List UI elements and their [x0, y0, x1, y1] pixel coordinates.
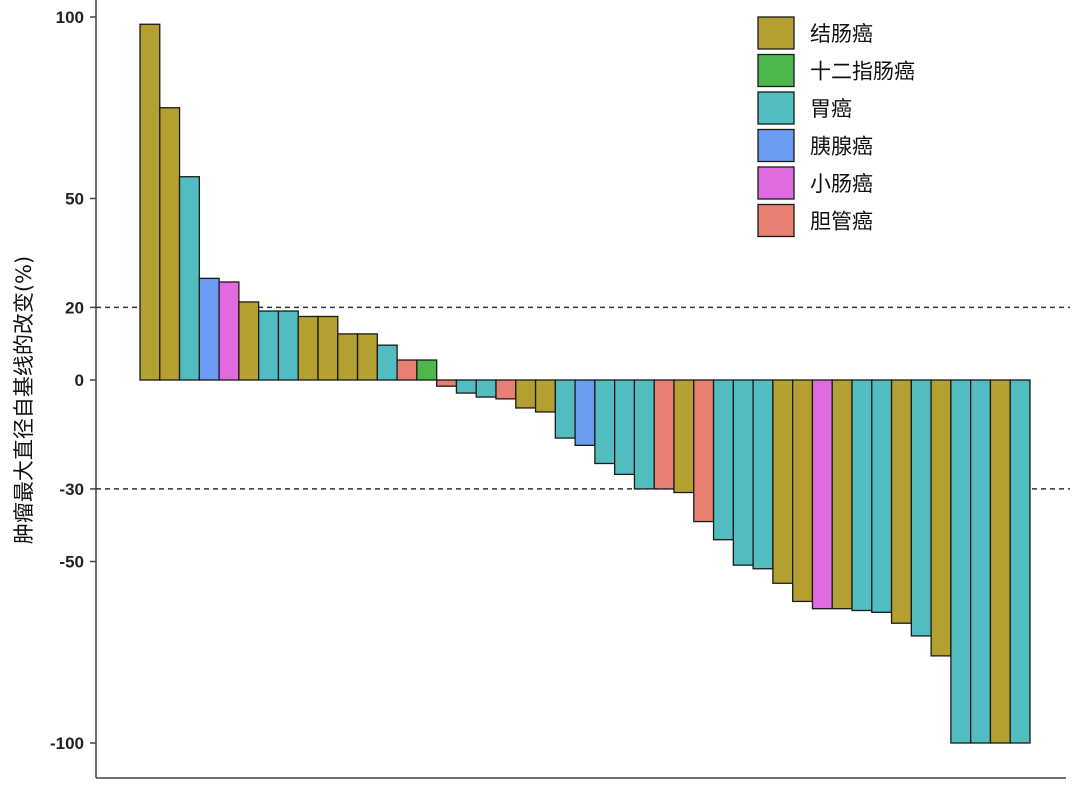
- bar: [198, 277, 220, 381]
- bar: [673, 379, 695, 494]
- bar: [989, 379, 1011, 744]
- bar: [258, 310, 280, 381]
- legend-swatch: [757, 203, 795, 238]
- y-tick-label: 100: [56, 8, 84, 27]
- bar: [139, 23, 161, 381]
- bar: [792, 379, 814, 603]
- y-tick-label: -100: [50, 734, 84, 753]
- axes: [95, 0, 1066, 779]
- bar: [534, 379, 556, 413]
- bar: [178, 176, 200, 381]
- y-tick-label: -30: [59, 480, 84, 499]
- y-ticks: 100 50 20 0 -30 -50 -100: [50, 8, 96, 753]
- y-tick-label: 50: [65, 190, 84, 209]
- legend-label: 小肠癌: [810, 172, 873, 196]
- bar: [416, 359, 438, 381]
- legend-label: 结肠癌: [810, 22, 873, 46]
- bar: [277, 310, 299, 381]
- bar: [614, 379, 636, 476]
- bar: [436, 379, 458, 387]
- legend-label: 胃癌: [810, 97, 852, 121]
- bar: [970, 379, 992, 744]
- bar: [554, 379, 576, 439]
- legend-swatch: [757, 128, 795, 163]
- bar: [218, 281, 240, 381]
- bar: [811, 379, 833, 610]
- legend-swatch: [757, 166, 795, 200]
- bar: [930, 379, 952, 657]
- bar: [910, 379, 932, 637]
- y-axis-label: 肿瘤最大直径自基线的改变(%): [12, 256, 36, 544]
- bar: [851, 379, 873, 612]
- bar: [653, 379, 675, 490]
- y-tick-label: 20: [65, 298, 84, 317]
- bar: [495, 379, 517, 400]
- legend-label: 胰腺癌: [810, 135, 873, 159]
- bar: [633, 379, 655, 490]
- bar: [455, 379, 477, 394]
- bar: [772, 379, 794, 584]
- bar: [515, 379, 537, 409]
- bar: [890, 379, 912, 624]
- bar: [1009, 379, 1031, 744]
- bar: [732, 379, 754, 566]
- y-tick-label: 0: [75, 371, 84, 390]
- bar: [752, 379, 774, 570]
- bar: [594, 379, 616, 465]
- bars: [139, 23, 1031, 744]
- bar: [475, 379, 497, 398]
- bar: [297, 315, 319, 381]
- legend-swatch: [757, 91, 795, 125]
- bar: [317, 315, 339, 381]
- bar: [356, 333, 378, 381]
- bar: [376, 344, 398, 381]
- bar: [337, 333, 359, 381]
- legend-label: 胆管癌: [810, 210, 873, 234]
- bar: [950, 379, 972, 744]
- bar: [871, 379, 893, 613]
- bar: [831, 379, 853, 610]
- legend-label: 十二指肠癌: [810, 60, 915, 84]
- legend-swatch: [757, 53, 795, 88]
- legend-swatch: [757, 16, 795, 50]
- bar: [396, 359, 418, 381]
- bar: [159, 107, 181, 381]
- bar: [574, 379, 596, 446]
- bar: [238, 301, 260, 381]
- bar: [712, 379, 734, 541]
- y-tick-label: -50: [59, 553, 84, 572]
- bar: [693, 379, 715, 523]
